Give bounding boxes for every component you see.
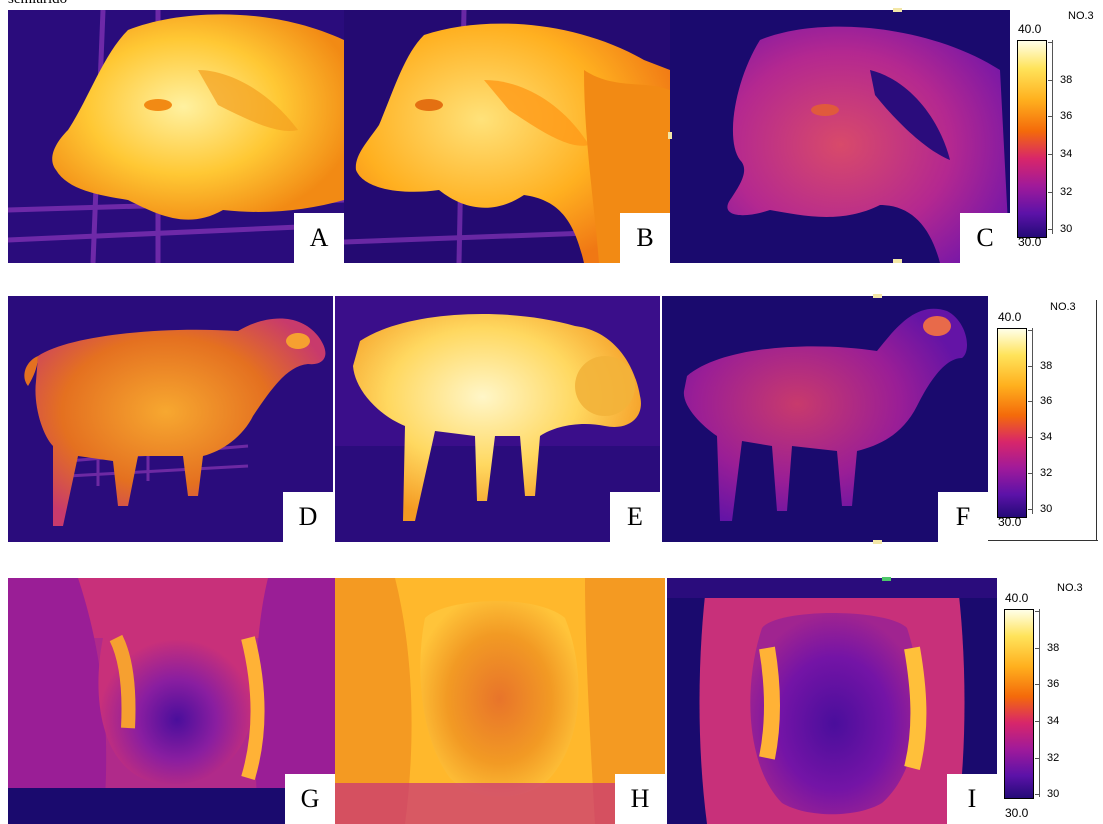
thermal-image-b: B (344, 10, 670, 263)
frame-marker (882, 577, 891, 581)
scale-tick (1028, 401, 1032, 402)
scale-axis (1052, 40, 1053, 234)
thermal-image-g: G (8, 578, 335, 824)
tick-label: 30 (1040, 503, 1053, 515)
tick-label: 34 (1047, 715, 1060, 727)
scale-tick (1048, 116, 1052, 117)
frame-border (1096, 300, 1097, 540)
scale-id: NO.3 (1057, 582, 1083, 594)
scale-tick (1028, 509, 1032, 510)
frame-marker (893, 8, 902, 12)
tick-label: 34 (1060, 148, 1073, 160)
frame-marker (668, 132, 672, 139)
thermal-image-i: I (667, 578, 997, 824)
thermal-image-c: C (670, 10, 1010, 263)
panel-label: H (615, 774, 665, 824)
color-bar (1004, 609, 1034, 799)
panel-label: D (283, 492, 333, 542)
thermal-image-a: A (8, 10, 344, 263)
frame-marker (873, 540, 882, 544)
panel-label: F (938, 492, 988, 542)
scale-min: 30.0 (1018, 235, 1042, 249)
scale-tick (1028, 473, 1032, 474)
tick-label: 36 (1047, 678, 1060, 690)
scale-tick (1035, 758, 1039, 759)
tick-label: 30 (1060, 223, 1073, 235)
panel-label: E (610, 492, 660, 542)
scale-tick (1048, 80, 1052, 81)
scale-tick (1048, 192, 1052, 193)
scale-max: 40.0 (998, 310, 1022, 324)
tick-label: 38 (1040, 360, 1053, 372)
udder-thermogram (8, 578, 335, 824)
tick-label: 32 (1060, 186, 1073, 198)
udder-thermogram (335, 578, 665, 824)
scale-tick (1048, 229, 1052, 230)
sheep-body-thermogram (662, 296, 988, 542)
scale-tick (1048, 42, 1052, 43)
scale-tick (1035, 611, 1039, 612)
figure-caption: semiárido (8, 0, 67, 8)
scale-tick (1048, 154, 1052, 155)
tick-label: 38 (1047, 642, 1060, 654)
thermal-image-h: H (335, 578, 665, 824)
frame-marker (893, 259, 902, 263)
scale-id: NO.3 (1068, 10, 1094, 22)
scale-max: 40.0 (1018, 22, 1042, 36)
tick-label: 34 (1040, 431, 1053, 443)
scale-tick (1035, 684, 1039, 685)
thermal-image-d: D (8, 296, 333, 542)
thermal-image-e: E (335, 296, 660, 542)
scale-axis (1039, 609, 1040, 797)
scale-tick (1035, 721, 1039, 722)
panel-label: C (960, 213, 1010, 263)
udder-thermogram (667, 578, 997, 824)
panel-label: A (294, 213, 344, 263)
scale-min: 30.0 (998, 515, 1022, 529)
scale-max: 40.0 (1005, 591, 1029, 605)
scale-tick (1028, 366, 1032, 367)
tick-label: 36 (1060, 110, 1073, 122)
temperature-scale: NO.3 40.0 30.0 38 36 34 32 30 (997, 578, 1103, 824)
panel-label: G (285, 774, 335, 824)
scale-tick (1035, 794, 1039, 795)
panel-label: B (620, 213, 670, 263)
scale-min: 30.0 (1005, 806, 1029, 820)
frame-marker (873, 294, 882, 298)
tick-label: 30 (1047, 788, 1060, 800)
tick-label: 32 (1040, 467, 1053, 479)
tick-label: 38 (1060, 74, 1073, 86)
tick-label: 32 (1047, 752, 1060, 764)
sheep-head-thermogram (8, 10, 344, 263)
tick-label: 36 (1040, 395, 1053, 407)
scale-id: NO.3 (1050, 301, 1076, 313)
temperature-scale: NO.3 40.0 30.0 38 36 34 32 30 (1010, 10, 1103, 263)
scale-tick (1028, 330, 1032, 331)
sheep-body-thermogram (8, 296, 333, 542)
temperature-scale: NO.3 40.0 30.0 38 36 34 32 30 (988, 296, 1088, 542)
thermal-image-f: F (662, 296, 988, 542)
sheep-head-thermogram (670, 10, 1010, 263)
color-bar (1017, 40, 1047, 238)
sheep-body-thermogram (335, 296, 660, 542)
scale-tick (1035, 648, 1039, 649)
color-bar (997, 328, 1027, 518)
panel-label: I (947, 774, 997, 824)
frame-border (988, 540, 1098, 541)
scale-axis (1032, 328, 1033, 514)
scale-tick (1028, 437, 1032, 438)
